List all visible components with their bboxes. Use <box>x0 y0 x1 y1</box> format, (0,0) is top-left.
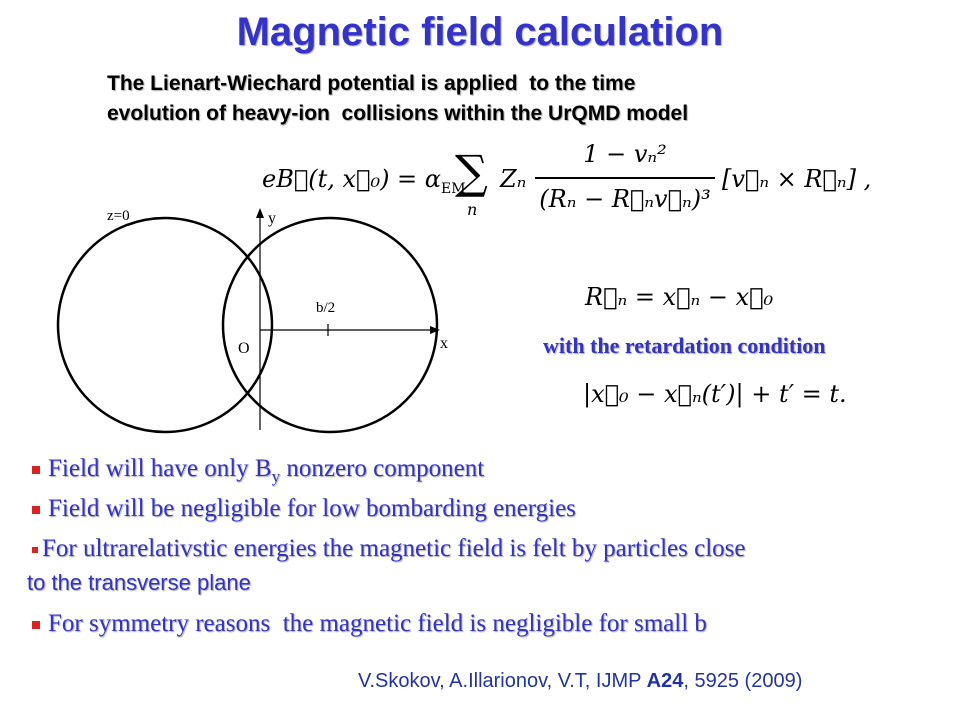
bullet-text: For symmetry reasons the magnetic field … <box>48 610 707 637</box>
citation-text: , 5925 (2009) <box>683 670 803 692</box>
equation-r: R⃗ₙ = x⃗ₙ − x⃗₀ <box>585 283 774 311</box>
eq-numerator: 1 − vₙ² <box>583 140 667 168</box>
eq-sum-index: n <box>467 200 478 219</box>
retardation-label: with the retardation condition <box>543 333 826 358</box>
bullet: For symmetry reasons the magnetic field … <box>32 610 707 638</box>
diagram-label: O <box>238 340 250 357</box>
bullet-continuation: to the transverse plane <box>27 570 251 595</box>
subtitle-line: The Lienart-Wiechard potential is applie… <box>107 72 636 95</box>
bullet-text: Field will be negligible for low bombard… <box>48 495 576 522</box>
eq-factor: Zₙ <box>500 165 527 193</box>
title: Magnetic field calculation <box>236 10 724 54</box>
diagram-label: b/2 <box>316 300 336 316</box>
bullet-sub: y <box>271 467 281 486</box>
bullet: Field will have only By nonzero componen… <box>32 455 484 487</box>
citation-text: V.Skokov, A.Illarionov, V.T, IJMP <box>358 670 647 692</box>
bullet: For ultrarelativstic energies the magnet… <box>32 535 745 563</box>
eq-sub: EM <box>441 181 466 197</box>
equation-retardation: |x⃗₀ − x⃗ₙ(t′)| + t′ = t. <box>583 380 847 408</box>
diagram-label: z=0 <box>107 208 130 224</box>
diagram-label: x <box>440 335 448 352</box>
citation-volume: A24 <box>646 670 684 692</box>
diagram-label: y <box>268 210 276 227</box>
eq-sum: ∑ <box>455 145 488 199</box>
equation-lhs: eB⃗(t, x⃗₀) = αEM <box>262 165 466 197</box>
bullet-text: Field will have only B <box>48 455 272 482</box>
fraction-bar <box>535 177 715 179</box>
bullet: Field will be negligible for low bombard… <box>32 495 576 523</box>
bullet-text: nonzero component <box>280 455 485 482</box>
subtitle-line: evolution of heavy-ion collisions within… <box>107 102 689 125</box>
eq-text: eB⃗(t, x⃗₀) = α <box>262 165 442 193</box>
bullet-text: For ultrarelativstic energies the magnet… <box>42 535 746 562</box>
eq-denominator: (Rₙ − R⃗ₙv⃗ₙ)³ <box>539 185 711 213</box>
citation: V.Skokov, A.Illarionov, V.T, IJMP A24, 5… <box>358 670 802 693</box>
eq-bracket: [v⃗ₙ × R⃗ₙ] , <box>722 165 872 193</box>
